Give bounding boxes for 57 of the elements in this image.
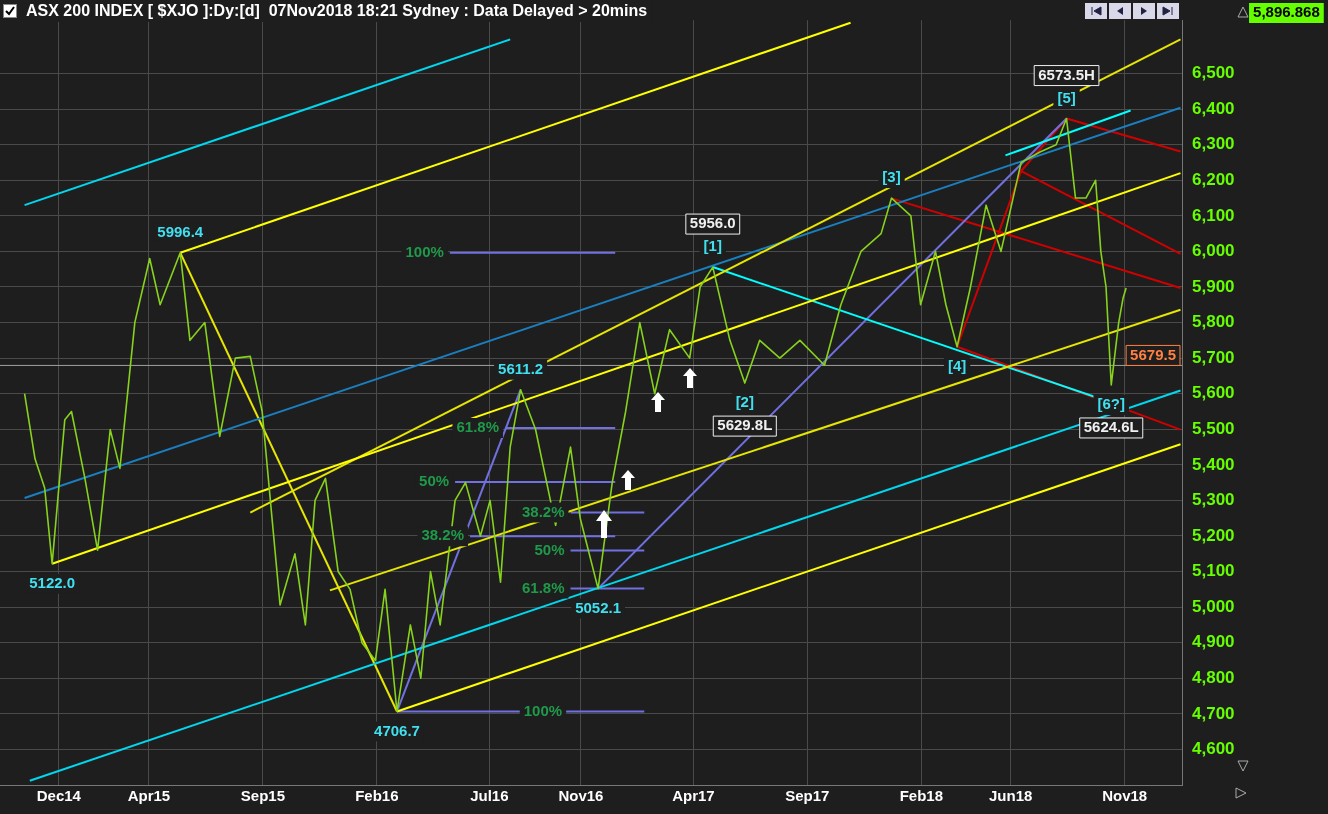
annotation: 100% <box>405 242 444 260</box>
y-tick-label: 5,500 <box>1192 418 1235 438</box>
y-tick-label: 5,900 <box>1192 276 1235 296</box>
annotation: [1] <box>703 237 722 255</box>
y-tick-label: 5,000 <box>1192 596 1235 616</box>
annotation: 5624.6L <box>1083 418 1139 436</box>
y-tick-label: 4,900 <box>1192 632 1235 652</box>
y-tick-label: 6,500 <box>1192 63 1235 83</box>
annotation: [3] <box>882 168 901 186</box>
y-tick-label: 5,400 <box>1192 454 1235 474</box>
x-tick-label: Sep17 <box>785 787 830 805</box>
annotation: 38.2% <box>421 526 464 544</box>
annotation: 5996.4 <box>157 222 204 240</box>
x-tick-label: Feb18 <box>899 787 943 805</box>
annotation: 61.8% <box>521 578 565 596</box>
x-tick-label: Apr17 <box>672 787 715 805</box>
annotation: [2] <box>735 393 754 411</box>
annotation: 5629.8L <box>717 416 773 434</box>
ref-line-label: 5679.5 <box>1130 345 1177 363</box>
y-tick-label: 5,800 <box>1192 312 1235 332</box>
y-tick-label: 5,300 <box>1192 490 1235 510</box>
chart-title: ASX 200 INDEX [ $XJO ]:Dy:[d] 07Nov2018 18:21 Sydney : Data Delayed > 20mins <box>26 2 648 20</box>
y-tick-label: 5,700 <box>1192 347 1235 367</box>
y-tick-label: 6,200 <box>1192 169 1235 189</box>
y-tick-label: 4,600 <box>1192 739 1235 759</box>
annotation: 5611.2 <box>498 359 544 377</box>
y-tick-label: 6,300 <box>1192 134 1235 154</box>
x-tick-label: Apr15 <box>127 787 171 805</box>
annotation: 38.2% <box>521 502 565 520</box>
annotation: [6?] <box>1097 395 1125 413</box>
y-tick-label: 5,100 <box>1192 561 1235 581</box>
annotation: [5] <box>1057 88 1076 106</box>
x-tick-label: Feb16 <box>355 787 399 805</box>
text: 5,896.868 <box>1253 3 1320 21</box>
y-tick-label: 4,700 <box>1192 703 1235 723</box>
annotation: 5956.0 <box>689 214 736 232</box>
annotation: 4706.7 <box>374 721 420 739</box>
annotation: 5052.1 <box>575 598 622 616</box>
y-tick-label: 5,600 <box>1192 383 1235 403</box>
y-tick-label: 4,800 <box>1192 667 1235 687</box>
x-tick-label: Dec14 <box>36 787 82 805</box>
x-tick-label: Nov18 <box>1102 787 1148 805</box>
annotation: 5122.0 <box>29 573 76 591</box>
y-tick-label: 6,400 <box>1192 98 1235 118</box>
annotation: 50% <box>534 540 565 558</box>
x-tick-label: Nov16 <box>558 787 604 805</box>
y-tick-label: 5,200 <box>1192 525 1235 545</box>
annotation: 61.8% <box>456 418 499 436</box>
annotation: 100% <box>523 701 563 719</box>
annotation: 50% <box>419 472 450 490</box>
y-tick-label: 6,000 <box>1192 241 1235 261</box>
y-tick-label: 6,100 <box>1192 205 1235 225</box>
x-tick-label: Jun18 <box>989 787 1033 805</box>
x-tick-label: Sep15 <box>240 787 286 805</box>
x-tick-label: Jul16 <box>470 787 509 805</box>
annotation: 6573.5H <box>1038 65 1095 83</box>
annotation: [4] <box>947 356 967 374</box>
